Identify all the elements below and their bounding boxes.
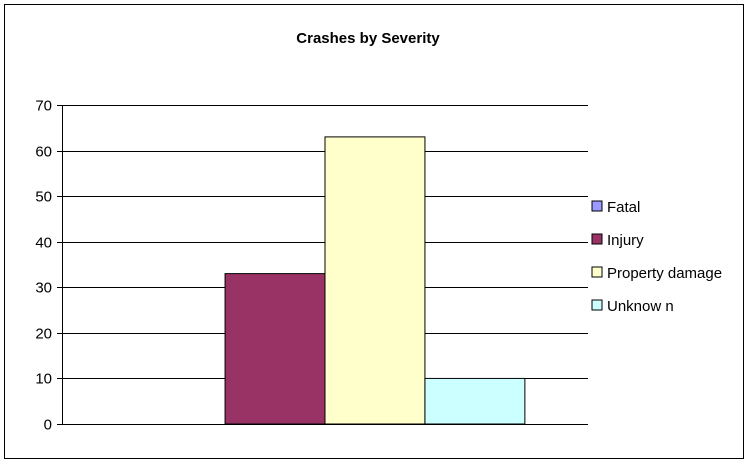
legend-swatch bbox=[592, 201, 602, 211]
bar-property-damage bbox=[325, 137, 425, 424]
chart-title: Crashes by Severity bbox=[296, 30, 440, 47]
y-tick-label: 0 bbox=[44, 417, 52, 434]
legend-label: Unknow n bbox=[607, 298, 674, 315]
legend-swatch bbox=[592, 300, 602, 310]
bar-injury bbox=[225, 274, 325, 424]
legend-label: Property damage bbox=[607, 265, 722, 282]
y-tick-label: 40 bbox=[35, 235, 52, 252]
legend-swatch bbox=[592, 267, 602, 277]
y-tick-label: 10 bbox=[35, 371, 52, 388]
y-tick-label: 20 bbox=[35, 326, 52, 343]
bar-unknow-n bbox=[425, 378, 525, 424]
legend-label: Fatal bbox=[607, 199, 640, 216]
y-tick-label: 70 bbox=[35, 98, 52, 115]
legend-label: Injury bbox=[607, 232, 644, 249]
y-tick-label: 30 bbox=[35, 280, 52, 297]
bars bbox=[225, 137, 525, 424]
y-tick-label: 50 bbox=[35, 189, 52, 206]
y-tick-label: 60 bbox=[35, 144, 52, 161]
legend-swatch bbox=[592, 234, 602, 244]
legend: Fatal Injury Property damage Unknow n bbox=[592, 199, 722, 315]
y-axis-ticks: 0 10 20 30 40 50 60 70 bbox=[35, 98, 62, 434]
